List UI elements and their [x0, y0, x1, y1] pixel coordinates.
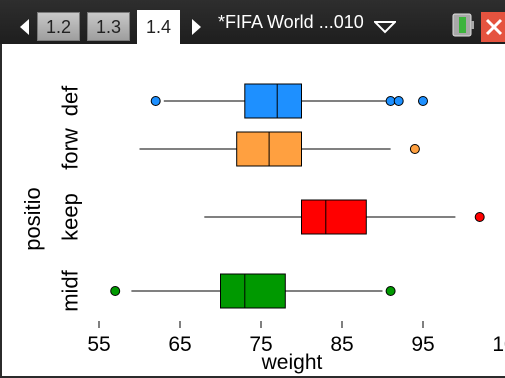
x-tick-label: 85 [330, 333, 353, 356]
x-axis-label: weight [261, 351, 323, 374]
dropdown-chevron-icon[interactable] [374, 20, 396, 34]
outlier-point-midf[interactable] [110, 286, 121, 296]
tab-1-4[interactable]: 1.4 [137, 10, 180, 44]
battery-icon [452, 13, 474, 37]
box-def[interactable] [150, 83, 428, 119]
category-label-midf: midf [58, 269, 83, 311]
outlier-point-def[interactable] [393, 96, 404, 106]
screen-border-left [0, 44, 2, 378]
outlier-point-midf[interactable] [385, 286, 396, 296]
y-axis-label: positio [20, 187, 45, 251]
outlier-point-forw[interactable] [409, 144, 420, 154]
category-label-keep: keep [58, 193, 83, 241]
box-plot-chart[interactable]: positio weight def forw keep midf 55 65 75 85 9… [0, 44, 505, 378]
x-tick-label: 65 [168, 333, 191, 356]
outlier-point-keep[interactable] [474, 212, 485, 222]
iqr-box-midf[interactable] [220, 273, 286, 309]
box-forw[interactable] [139, 131, 420, 167]
tab-1-2[interactable]: 1.2 [37, 12, 80, 41]
x-tick-label: 10 [492, 333, 505, 356]
category-label-forw: forw [58, 128, 83, 170]
iqr-box-def[interactable] [244, 83, 303, 119]
back-arrow-icon[interactable] [20, 19, 29, 35]
plot-area: positio weight def forw keep midf 55 65 75 85 9… [0, 44, 505, 378]
document-title: *FIFA World ...010 [218, 12, 364, 32]
tab-1-3[interactable]: 1.3 [87, 12, 130, 41]
iqr-box-keep[interactable] [301, 199, 367, 235]
outlier-point-def[interactable] [150, 96, 161, 106]
screen-border-bottom [0, 376, 505, 378]
document-toolbar: 1.2 1.3 1.4 *FIFA World ...010 [0, 0, 505, 44]
forward-arrow-icon[interactable] [192, 19, 201, 35]
x-tick-label: 55 [87, 333, 110, 356]
category-label-def: def [58, 85, 83, 116]
close-icon[interactable] [481, 10, 505, 42]
outlier-point-def[interactable] [418, 96, 428, 106]
x-tick-label: 75 [249, 333, 272, 356]
x-tick-label: 95 [411, 333, 434, 356]
box-keep[interactable] [204, 199, 485, 235]
box-midf[interactable] [110, 273, 396, 309]
